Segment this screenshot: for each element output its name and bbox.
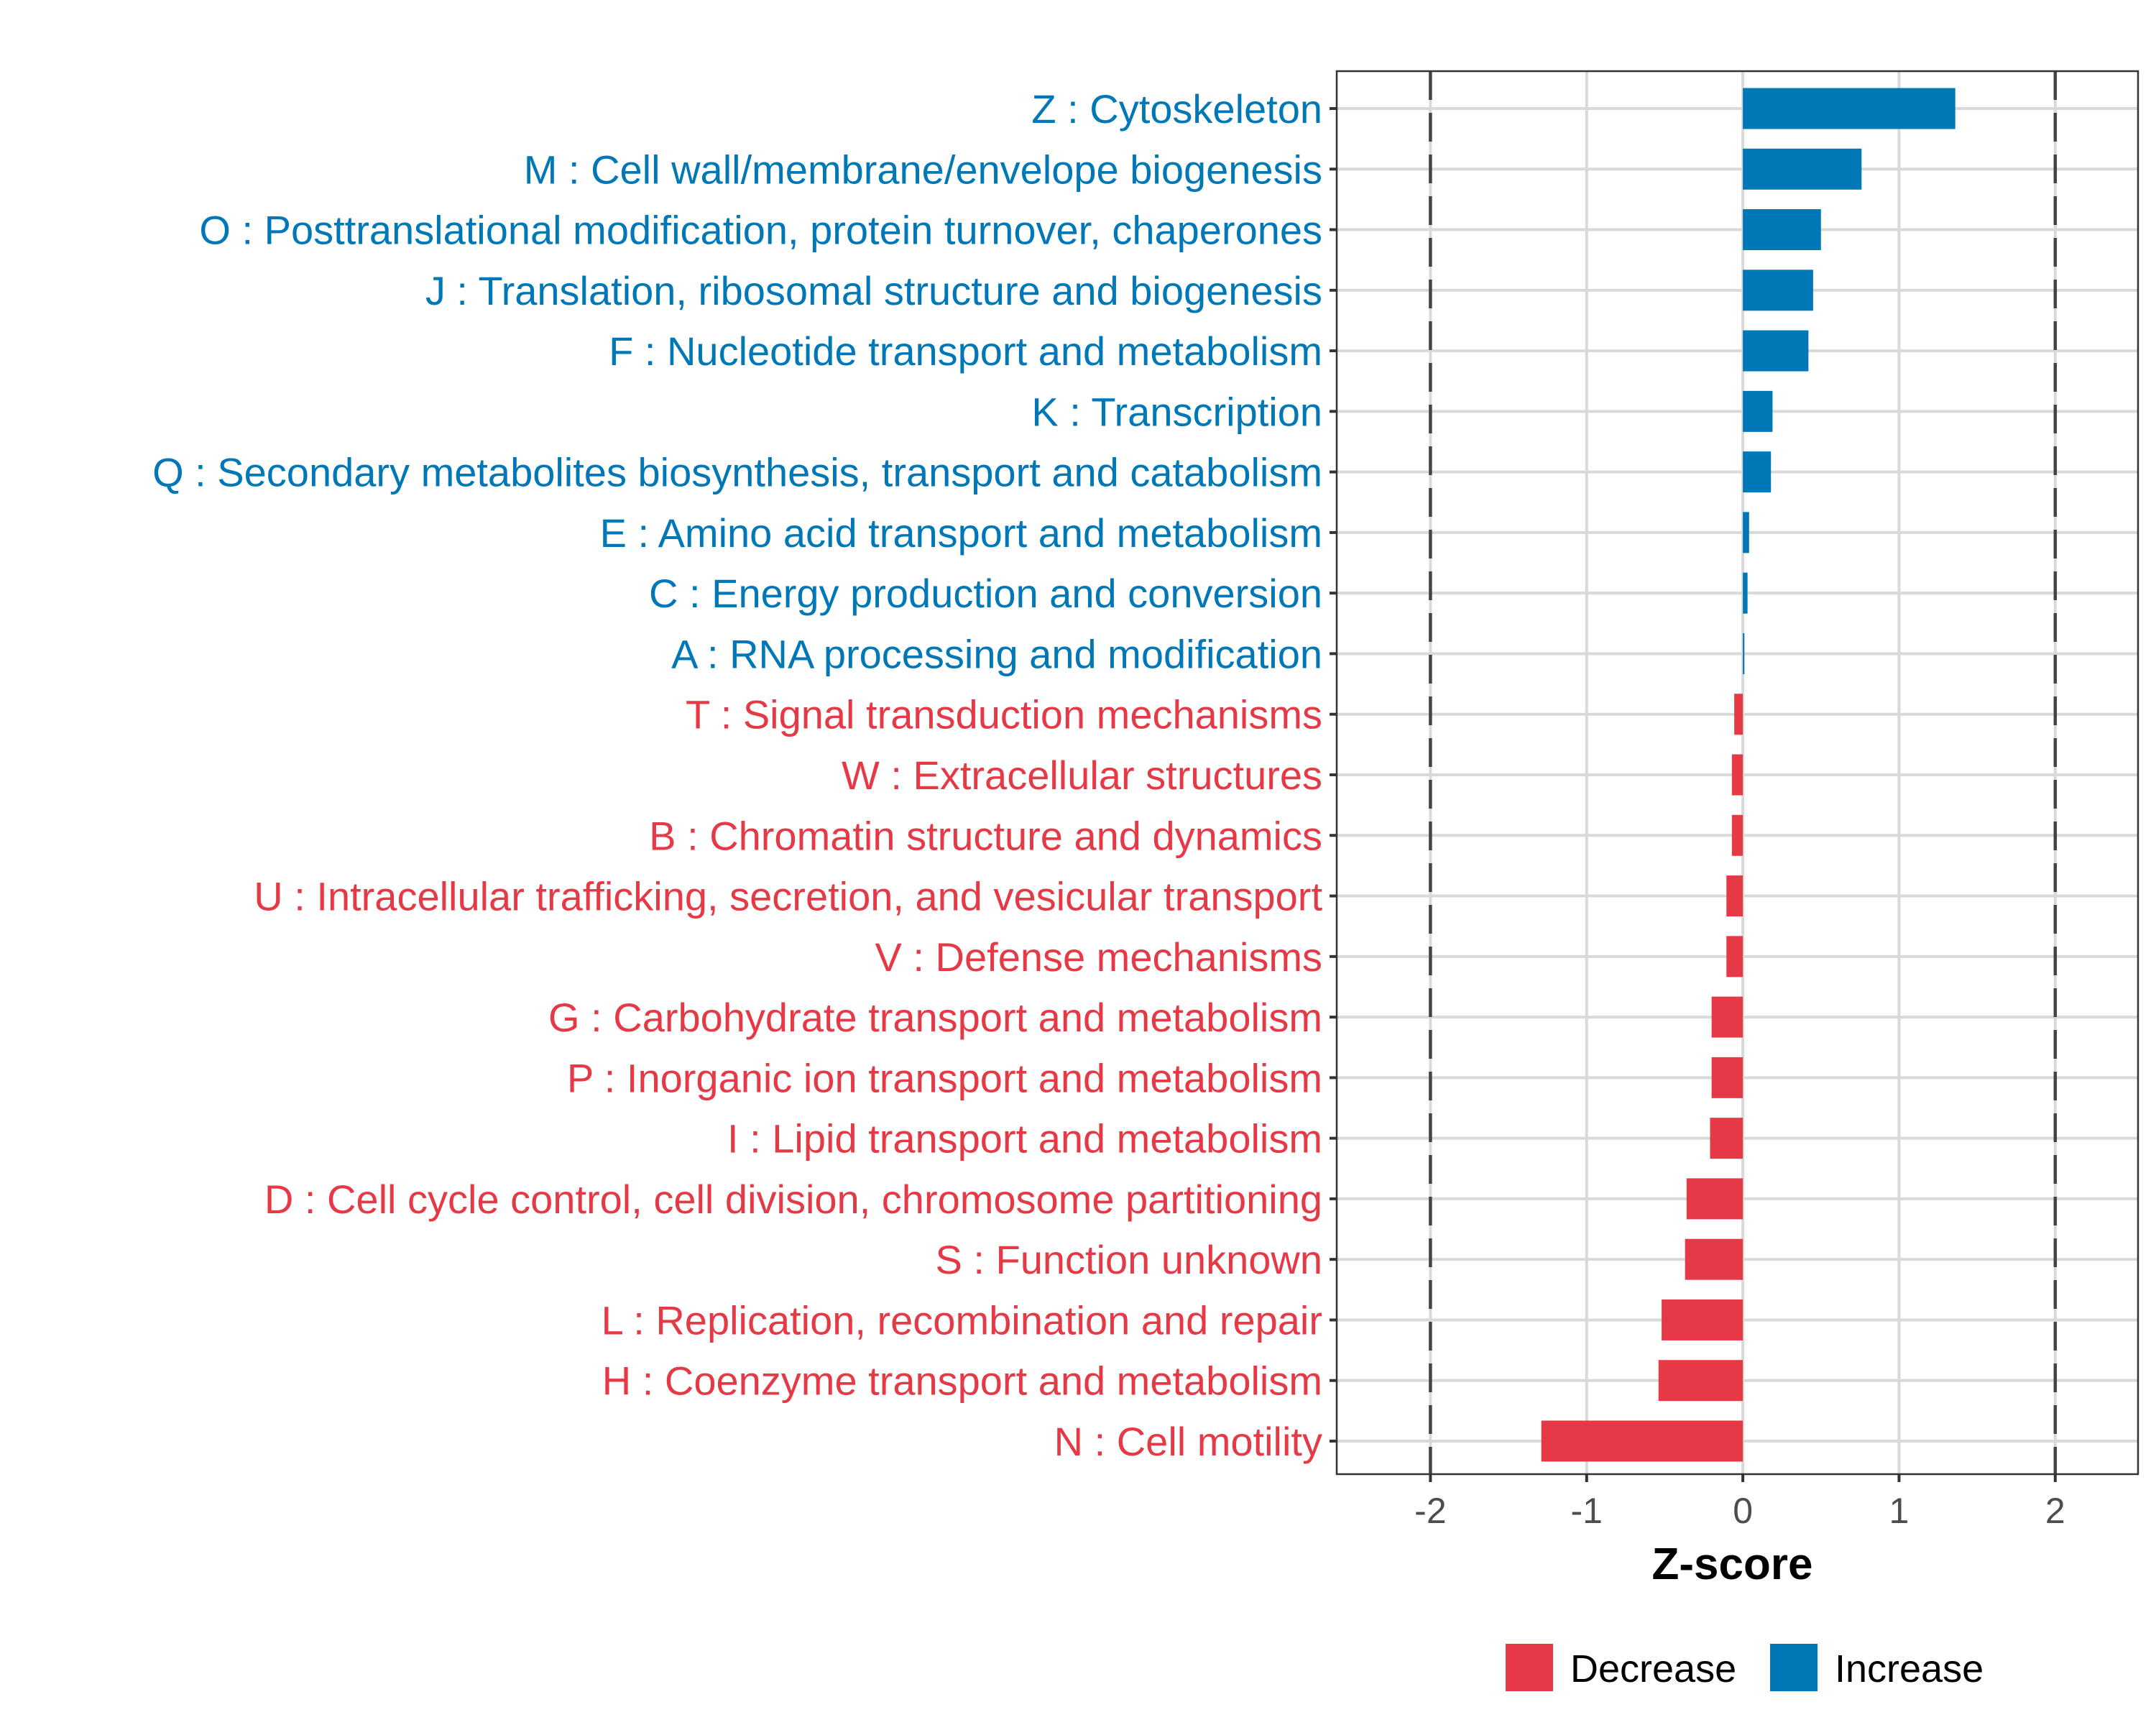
legend-swatch-increase xyxy=(1770,1644,1818,1691)
category-label: Z : Cytoskeleton xyxy=(1031,86,1322,132)
category-label: A : RNA processing and modification xyxy=(671,631,1322,676)
category-labels: Z : Cytoskeleton M : Cell wall/membrane/e… xyxy=(152,86,1322,1464)
bar-u xyxy=(1726,875,1743,917)
category-label: P : Inorganic ion transport and metaboli… xyxy=(567,1055,1322,1100)
x-tick-label: -2 xyxy=(1414,1491,1446,1531)
legend-label-decrease: Decrease xyxy=(1570,1647,1736,1690)
legend-label-increase: Increase xyxy=(1835,1647,1984,1690)
bar-b xyxy=(1731,814,1743,856)
legend: Decrease Increase xyxy=(1506,1644,1984,1691)
x-tick-label: 2 xyxy=(2045,1491,2065,1531)
category-label: F : Nucleotide transport and metabolism xyxy=(609,328,1322,374)
bar-q xyxy=(1743,451,1772,493)
category-label: W : Extracellular structures xyxy=(842,753,1322,798)
category-label: S : Function unknown xyxy=(935,1237,1322,1282)
bar-w xyxy=(1731,754,1743,796)
legend-swatch-decrease xyxy=(1506,1644,1553,1691)
bar-o xyxy=(1743,209,1821,251)
category-label: H : Coenzyme transport and metabolism xyxy=(602,1358,1322,1404)
bar-c xyxy=(1743,572,1748,614)
x-tick-label: 0 xyxy=(1733,1491,1753,1531)
category-label: J : Translation, ribosomal structure and… xyxy=(425,268,1322,313)
category-label: I : Lipid transport and metabolism xyxy=(727,1116,1322,1162)
bar-e xyxy=(1743,512,1749,553)
bar-i xyxy=(1710,1118,1743,1159)
bar-t xyxy=(1734,694,1743,735)
panel-border xyxy=(1335,70,2139,1476)
bar-k xyxy=(1743,390,1773,432)
reference-lines xyxy=(1429,71,2058,1474)
bar-j xyxy=(1743,270,1813,311)
category-label: E : Amino acid transport and metabolism xyxy=(600,510,1322,556)
bar-l xyxy=(1662,1299,1743,1340)
y-axis-ticks xyxy=(1330,107,1337,1443)
x-axis-title: Z-score xyxy=(1652,1540,1813,1589)
bar-m xyxy=(1743,148,1862,190)
category-label: K : Transcription xyxy=(1031,389,1322,434)
bar-h xyxy=(1658,1360,1743,1402)
category-label: D : Cell cycle control, cell division, c… xyxy=(264,1177,1322,1222)
bar-n xyxy=(1541,1420,1743,1462)
category-label: M : Cell wall/membrane/envelope biogenes… xyxy=(524,147,1322,192)
x-tick-label: -1 xyxy=(1571,1491,1603,1531)
category-label: V : Defense mechanisms xyxy=(875,934,1322,980)
category-label: Q : Secondary metabolites biosynthesis, … xyxy=(152,450,1322,495)
category-label: U : Intracellular trafficking, secretion… xyxy=(254,874,1322,919)
category-label: B : Chromatin structure and dynamics xyxy=(649,813,1322,858)
bar-a xyxy=(1743,632,1745,674)
x-tick-label: 1 xyxy=(1889,1491,1909,1531)
bar-p xyxy=(1711,1057,1743,1098)
category-label: G : Carbohydrate transport and metabolis… xyxy=(548,995,1322,1040)
category-label: O : Posttranslational modification, prot… xyxy=(199,208,1322,253)
bar-g xyxy=(1711,996,1743,1038)
category-label: T : Signal transduction mechanisms xyxy=(686,692,1322,737)
category-label: C : Energy production and conversion xyxy=(649,571,1322,616)
category-label: N : Cell motility xyxy=(1054,1419,1322,1464)
bar-s xyxy=(1685,1238,1743,1280)
x-axis-ticks: -2 -1 0 1 2 xyxy=(1414,1474,2065,1531)
bar-d xyxy=(1686,1178,1743,1220)
bar-z xyxy=(1743,88,1955,129)
bars xyxy=(1541,88,1955,1462)
bar-f xyxy=(1743,330,1809,372)
category-label: L : Replication, recombination and repai… xyxy=(602,1297,1322,1343)
bar-v xyxy=(1726,936,1743,978)
